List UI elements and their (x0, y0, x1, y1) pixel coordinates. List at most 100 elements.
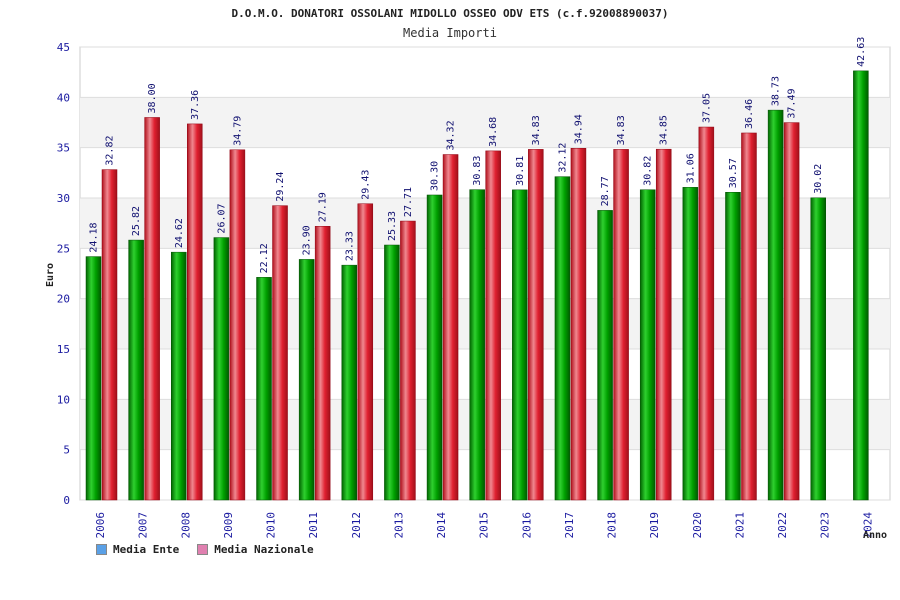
bar-group: 24.18 32.82 25.82 38.00 24.62 37.36 26.07 34.79… (85, 37, 869, 501)
bar-media-ente (341, 264, 358, 501)
data-label: 34.85 (659, 115, 670, 145)
data-label: 30.02 (813, 164, 824, 194)
data-label: 25.33 (387, 211, 398, 241)
data-label: 24.62 (174, 218, 185, 248)
bar-media-nazionale (485, 150, 501, 501)
bar-media-ente (554, 176, 571, 501)
chart-title: D.O.M.O. DONATORI OSSOLANI MIDOLLO OSSEO… (231, 7, 668, 20)
x-tick-label: 2023 (819, 512, 832, 539)
chart-subtitle: Media Importi (403, 26, 497, 40)
bar-media-nazionale (101, 169, 118, 501)
bar-media-nazionale (314, 226, 331, 501)
bar-media-ente (469, 189, 485, 501)
bar-media-ente (597, 210, 613, 501)
data-label: 34.83 (616, 115, 627, 145)
data-label: 24.18 (89, 222, 100, 252)
bar-media-nazionale (698, 126, 715, 501)
x-tick-label: 2024 (861, 512, 874, 539)
data-label: 31.06 (685, 153, 696, 183)
x-tick-label: 2016 (520, 512, 533, 539)
x-axis-ticks: 2006 2007 2008 2009 2010 2011 2012 2013 2014 2015… (94, 512, 874, 539)
x-tick-label: 2017 (563, 512, 576, 539)
bar-media-nazionale (741, 132, 757, 501)
bar-media-ente (85, 256, 102, 501)
x-tick-label: 2013 (392, 512, 405, 539)
bar-media-ente (256, 277, 272, 501)
y-axis-ticks: 0 5 10 15 20 25 30 35 40 45 (57, 41, 70, 507)
data-label: 26.07 (216, 203, 227, 233)
x-tick-label: 2014 (435, 512, 448, 539)
data-label: 37.36 (190, 90, 201, 120)
x-tick-label: 2009 (222, 512, 235, 539)
bar-media-ente (853, 70, 869, 501)
bar-media-ente (682, 187, 699, 501)
data-label: 34.68 (488, 117, 499, 147)
data-label: 37.49 (787, 88, 798, 118)
bar-media-nazionale (229, 149, 246, 501)
data-label: 37.05 (701, 93, 712, 123)
bar-media-nazionale (400, 220, 416, 501)
data-label: 34.83 (531, 115, 542, 145)
x-tick-label: 2020 (691, 512, 704, 539)
data-label: 30.81 (515, 156, 526, 186)
y-tick-label: 30 (57, 192, 70, 205)
data-label: 34.94 (573, 114, 584, 144)
x-tick-label: 2015 (478, 512, 491, 539)
y-tick-label: 0 (63, 494, 70, 507)
legend-swatch-media-ente (96, 544, 107, 555)
data-label: 23.90 (302, 225, 313, 255)
x-tick-label: 2006 (94, 512, 107, 539)
data-label: 30.57 (728, 158, 739, 188)
legend-item-media-ente: Media Ente (96, 543, 179, 556)
y-tick-label: 35 (57, 142, 70, 155)
data-label: 29.43 (360, 170, 371, 200)
y-tick-label: 5 (63, 444, 70, 457)
x-axis-label: Anno (863, 530, 887, 541)
data-label: 32.82 (105, 136, 116, 166)
x-tick-label: 2008 (179, 512, 192, 539)
x-tick-label: 2011 (307, 512, 320, 539)
data-label: 30.82 (643, 156, 654, 186)
data-label: 34.79 (232, 116, 243, 146)
data-label: 36.46 (744, 99, 755, 129)
bar-media-nazionale (272, 205, 288, 501)
bar-media-ente (639, 189, 656, 501)
y-tick-label: 20 (57, 293, 70, 306)
legend-item-media-nazionale: Media Nazionale (197, 543, 314, 556)
data-label: 38.73 (771, 76, 782, 106)
bar-media-ente (426, 194, 443, 501)
legend-label-media-ente: Media Ente (113, 543, 180, 556)
bar-media-nazionale (442, 154, 459, 501)
bar-media-nazionale (357, 203, 374, 501)
bar-media-ente (767, 109, 784, 501)
bar-media-ente (171, 251, 187, 501)
bar-media-nazionale (783, 122, 800, 501)
x-tick-label: 2018 (606, 512, 619, 539)
data-label: 30.83 (472, 156, 483, 186)
bar-media-nazionale (528, 149, 544, 501)
bar-media-ente (512, 189, 528, 501)
bar-media-nazionale (570, 148, 587, 501)
bar-media-ente (213, 237, 230, 501)
data-label: 27.19 (318, 192, 329, 222)
y-axis-label: Euro (45, 263, 56, 287)
x-tick-label: 2010 (265, 512, 278, 539)
data-label: 28.77 (600, 176, 611, 206)
data-label: 29.24 (275, 172, 286, 202)
data-label: 30.30 (430, 161, 441, 191)
data-label: 34.32 (446, 120, 457, 150)
bar-media-nazionale (655, 148, 672, 501)
data-label: 42.63 (856, 37, 867, 67)
data-label: 27.71 (403, 187, 414, 217)
data-label: 22.12 (259, 243, 270, 273)
y-tick-label: 40 (57, 91, 70, 104)
data-label: 23.33 (344, 231, 355, 261)
bar-media-ente (725, 192, 741, 501)
x-tick-label: 2021 (733, 512, 746, 539)
y-tick-label: 15 (57, 343, 70, 356)
bar-media-ente (810, 197, 826, 501)
x-tick-label: 2019 (648, 512, 661, 539)
y-tick-label: 45 (57, 41, 70, 54)
x-tick-label: 2022 (776, 512, 789, 539)
